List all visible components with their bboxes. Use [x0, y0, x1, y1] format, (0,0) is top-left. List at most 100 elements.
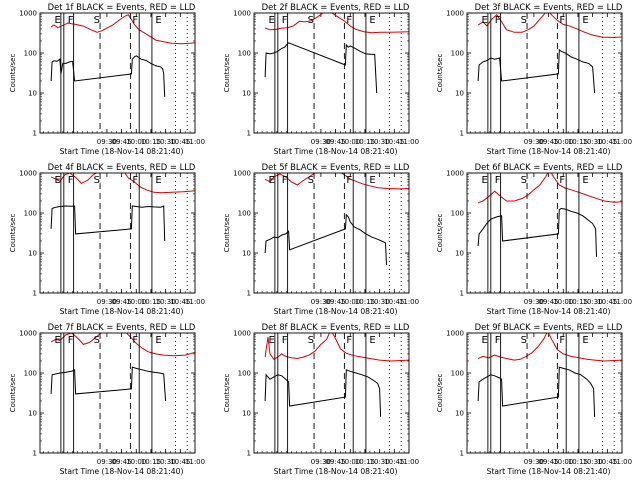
- x-tick-label: 10:30: [156, 458, 176, 466]
- marker-label: E: [268, 175, 274, 186]
- x-tick-label: 10:15: [355, 138, 375, 146]
- chart-panel-5: Det 5f BLACK = Events, RED = LLD Counts/s…: [223, 162, 419, 316]
- x-tick-label: 10:30: [583, 298, 603, 306]
- x-tick-label: 10:45: [597, 458, 617, 466]
- x-tick-label: 11:00: [185, 458, 205, 466]
- x-tick-label: 10:45: [384, 458, 404, 466]
- marker-label: F: [559, 335, 565, 346]
- x-tick-label: 10:00: [340, 298, 360, 306]
- marker-label: S: [94, 15, 100, 26]
- marker-label: S: [308, 15, 314, 26]
- x-tick-label: 09:30: [311, 298, 331, 306]
- x-tick-label: 10:15: [568, 138, 588, 146]
- marker-label: E: [268, 335, 274, 346]
- marker-label: S: [521, 175, 527, 186]
- y-tick-label: 1: [247, 290, 251, 298]
- x-tick-label: 11:00: [612, 458, 632, 466]
- x-tick-label: 09:45: [111, 458, 131, 466]
- marker-label: F: [132, 15, 138, 26]
- marker-label: F: [68, 335, 74, 346]
- marker-label: F: [495, 335, 501, 346]
- marker-label: F: [346, 175, 352, 186]
- marker-label: E: [481, 15, 487, 26]
- y-axis-label: Counts/sec: [223, 54, 231, 93]
- x-tick-label: 09:30: [311, 138, 331, 146]
- y-tick-label: 10: [28, 90, 37, 98]
- y-tick-label: 1000: [446, 330, 464, 338]
- x-tick-label: 09:45: [325, 298, 345, 306]
- x-axis-label: Start Time (18-Nov-14 08:21:40): [60, 307, 184, 316]
- chart-panel-6: Det 6f BLACK = Events, RED = LLD Counts/s…: [436, 162, 632, 316]
- y-tick-label: 1: [460, 450, 464, 458]
- x-tick-label: 11:00: [612, 298, 632, 306]
- y-tick-label: 1: [33, 450, 37, 458]
- chart-panel-4: Det 4f BLACK = Events, RED = LLD Counts/s…: [9, 162, 205, 316]
- x-tick-label: 10:30: [370, 298, 390, 306]
- y-axis-label: Counts/sec: [223, 374, 231, 413]
- x-tick-label: 10:45: [170, 138, 190, 146]
- lld-series-line: [50, 333, 195, 357]
- x-tick-label: 10:30: [156, 138, 176, 146]
- y-tick-label: 1000: [446, 10, 464, 18]
- marker-label: E: [582, 15, 588, 26]
- panel-title: Det 1f BLACK = Events, RED = LLD: [48, 2, 196, 12]
- marker-label: F: [346, 335, 352, 346]
- y-tick-label: 1000: [19, 10, 37, 18]
- y-tick-label: 1: [460, 290, 464, 298]
- marker-label: E: [155, 15, 161, 26]
- x-tick-label: 10:00: [553, 298, 573, 306]
- y-tick-label: 1: [247, 450, 251, 458]
- x-axis-label: Start Time (18-Nov-14 08:21:40): [274, 307, 398, 316]
- x-tick-label: 09:45: [325, 458, 345, 466]
- marker-label: F: [559, 15, 565, 26]
- y-tick-label: 10: [455, 250, 464, 258]
- x-tick-label: 10:30: [370, 138, 390, 146]
- y-tick-label: 100: [24, 370, 37, 378]
- x-tick-label: 09:45: [538, 458, 558, 466]
- y-tick-label: 10: [455, 410, 464, 418]
- x-tick-label: 10:00: [126, 298, 146, 306]
- x-tick-label: 10:15: [568, 458, 588, 466]
- x-tick-label: 09:45: [111, 298, 131, 306]
- x-tick-label: 09:30: [524, 138, 544, 146]
- marker-label: F: [282, 335, 288, 346]
- x-axis-label: Start Time (18-Nov-14 08:21:40): [487, 467, 611, 476]
- y-tick-label: 1: [33, 130, 37, 138]
- y-tick-label: 1000: [19, 330, 37, 338]
- marker-label: E: [582, 335, 588, 346]
- plot-frame: [466, 12, 623, 134]
- events-series-line: [477, 366, 596, 417]
- plot-frame: [466, 172, 623, 294]
- panel-title: Det 3f BLACK = Events, RED = LLD: [475, 2, 623, 12]
- lld-series-line: [477, 173, 622, 204]
- marker-label: S: [94, 175, 100, 186]
- lld-series-line: [264, 13, 409, 34]
- x-tick-label: 10:15: [568, 298, 588, 306]
- y-tick-label: 100: [238, 210, 251, 218]
- plot-frame: [466, 332, 623, 454]
- x-tick-label: 10:30: [583, 138, 603, 146]
- y-tick-label: 1: [247, 130, 251, 138]
- panel-title: Det 9f BLACK = Events, RED = LLD: [475, 322, 623, 332]
- marker-label: E: [54, 15, 60, 26]
- y-tick-label: 100: [238, 50, 251, 58]
- marker-label: S: [94, 335, 100, 346]
- y-tick-label: 1000: [446, 170, 464, 178]
- events-series-line: [477, 207, 597, 257]
- y-axis-label: Counts/sec: [9, 374, 17, 413]
- plot-frame: [39, 12, 196, 134]
- x-tick-label: 09:30: [97, 298, 117, 306]
- events-series-line: [50, 205, 166, 242]
- x-tick-label: 10:45: [384, 298, 404, 306]
- chart-panel-1: Det 1f BLACK = Events, RED = LLD Counts/s…: [9, 2, 205, 156]
- marker-label: E: [481, 175, 487, 186]
- marker-label: F: [132, 175, 138, 186]
- x-axis-label: Start Time (18-Nov-14 08:21:40): [487, 307, 611, 316]
- marker-label: S: [308, 335, 314, 346]
- y-tick-label: 1000: [19, 170, 37, 178]
- y-axis-label: Counts/sec: [223, 214, 231, 253]
- x-tick-label: 10:45: [170, 298, 190, 306]
- y-tick-label: 10: [242, 250, 251, 258]
- x-tick-label: 10:45: [597, 298, 617, 306]
